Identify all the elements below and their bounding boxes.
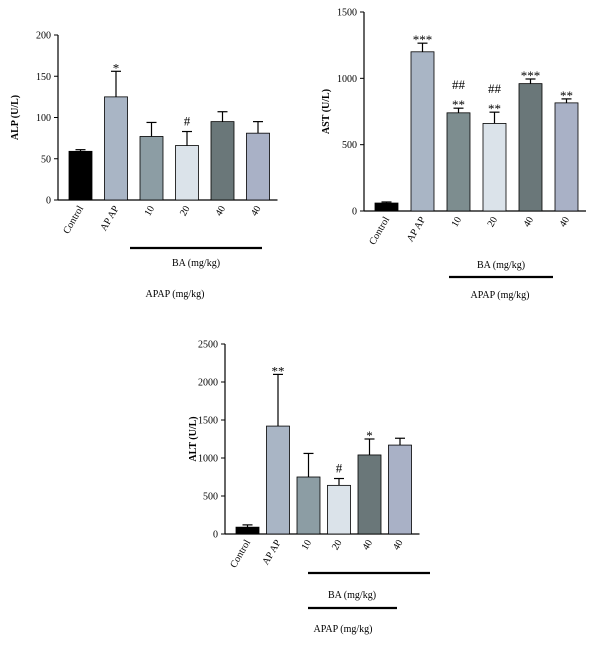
category-label: Control — [61, 204, 86, 236]
bar-2 — [410, 51, 435, 212]
bar-3 — [296, 476, 321, 535]
bar-5 — [357, 454, 382, 535]
outer-group-label: APAP (mg/kg) — [146, 289, 205, 300]
category-label: 40 — [249, 204, 264, 218]
y-axis-label: ALT (U/L) — [188, 416, 199, 461]
bar-2 — [266, 425, 290, 535]
y-tick-label: 500 — [203, 492, 218, 503]
bar-6 — [246, 132, 270, 201]
y-tick-label: 0 — [352, 207, 357, 218]
y-tick-label: 200 — [36, 31, 51, 42]
significance-mark: # — [336, 461, 343, 476]
bar-3 — [446, 112, 471, 212]
group-label: BA (mg/kg) — [328, 590, 376, 601]
category-label: 20 — [486, 215, 501, 229]
chart-panel-2: 0 500 1000 1500 AST (U/L) Control *** AP AP ** ##… — [321, 8, 586, 301]
category-label: 20 — [330, 538, 345, 552]
category-label: 10 — [143, 204, 158, 218]
y-tick-label: 0 — [46, 196, 51, 207]
significance-mark: ** — [560, 88, 573, 103]
chart-panel-1: 0 50 100 150 200 ALP (U/L) Control * AP AP 10 #20 4… — [10, 31, 278, 300]
outer-group-label: APAP (mg/kg) — [314, 624, 373, 635]
category-label: 40 — [361, 538, 376, 552]
significance-mark: * — [113, 60, 120, 75]
category-label: 40 — [558, 215, 573, 229]
bar-1 — [68, 150, 93, 201]
bar-6 — [388, 444, 412, 535]
significance-mark: ** — [488, 101, 501, 116]
bar-6 — [554, 102, 579, 212]
y-tick-label: 1500 — [198, 416, 218, 427]
y-tick-label: 1000 — [337, 74, 357, 85]
y-tick-label: 50 — [41, 154, 51, 165]
significance-mark: *** — [413, 32, 433, 47]
group-label: BA (mg/kg) — [172, 258, 220, 269]
y-axis-label: AST (U/L) — [321, 89, 332, 134]
significance-mark: ## — [452, 77, 466, 92]
category-label: AP AP — [98, 204, 121, 233]
y-tick-label: 1000 — [198, 454, 218, 465]
bar-5 — [210, 121, 235, 201]
y-tick-label: 1500 — [337, 8, 357, 19]
y-tick-label: 150 — [36, 72, 51, 83]
bar-5 — [518, 83, 543, 212]
category-label: Control — [367, 215, 392, 247]
significance-mark: ** — [452, 97, 465, 112]
bar-4 — [482, 123, 507, 212]
y-tick-label: 0 — [213, 530, 218, 541]
significance-mark: # — [184, 114, 191, 129]
bar-3 — [139, 136, 164, 201]
chart-panel-3: 0 500 1000 1500 2000 2500 ALT (U/L) Control ** AP… — [188, 340, 430, 635]
significance-mark: *** — [521, 68, 541, 83]
category-label: 40 — [214, 204, 229, 218]
category-label: 20 — [178, 204, 193, 218]
y-tick-label: 2000 — [198, 378, 218, 389]
bar-1 — [374, 202, 399, 212]
category-label: AP AP — [405, 215, 428, 244]
category-label: 40 — [391, 538, 406, 552]
bar-4 — [327, 484, 351, 535]
y-tick-label: 500 — [342, 140, 357, 151]
category-label: 40 — [522, 215, 537, 229]
outer-group-label: APAP (mg/kg) — [471, 290, 530, 301]
significance-mark: ** — [272, 363, 285, 378]
bar-1 — [235, 526, 260, 535]
category-label: Control — [228, 538, 253, 570]
group-label: BA (mg/kg) — [477, 260, 525, 271]
category-label: 10 — [450, 215, 465, 229]
y-tick-label: 2500 — [198, 340, 218, 351]
significance-mark: * — [366, 428, 373, 443]
bar-2 — [104, 96, 128, 201]
category-label: AP AP — [260, 538, 283, 567]
bar-4 — [175, 145, 199, 201]
category-label: 10 — [300, 538, 315, 552]
y-tick-label: 100 — [36, 113, 51, 124]
significance-mark: ## — [488, 81, 502, 96]
y-axis-label: ALP (U/L) — [10, 95, 21, 140]
